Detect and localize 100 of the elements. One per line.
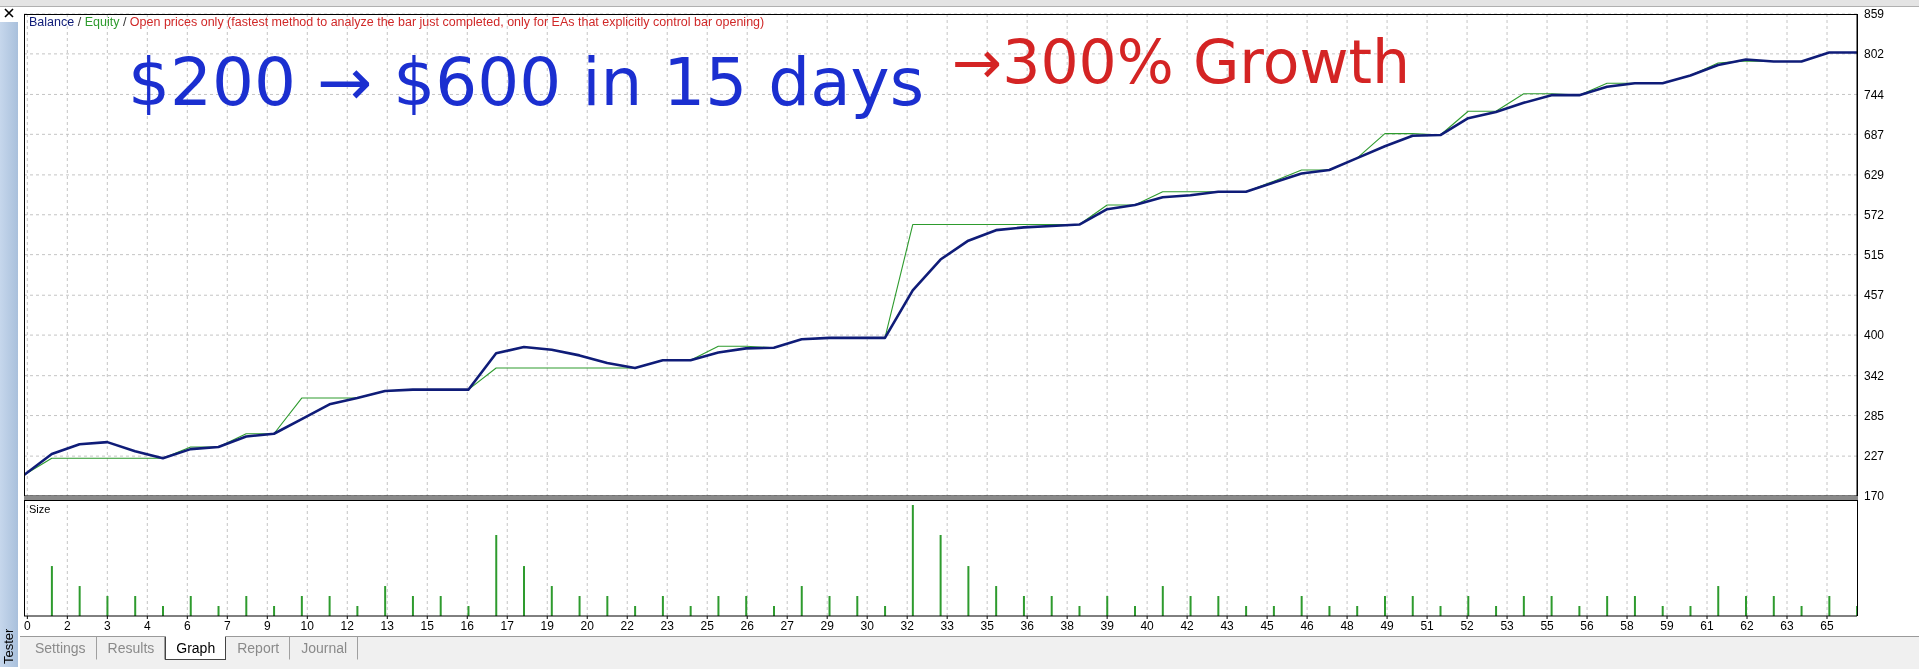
bar [1633, 596, 1636, 616]
x-tick-label: 19 [540, 618, 555, 633]
x-tick-label: 51 [1420, 618, 1435, 633]
bar [1050, 596, 1053, 616]
x-tick-label: 59 [1660, 618, 1675, 633]
x-tick-label: 48 [1340, 618, 1355, 633]
bar [50, 566, 53, 616]
bar [106, 596, 109, 616]
x-tick-label: 13 [380, 618, 395, 633]
x-tick-label: 7 [223, 618, 231, 633]
x-tick-label: 36 [1020, 618, 1035, 633]
tab[interactable]: Report [226, 636, 291, 660]
x-tick-label: 58 [1620, 618, 1635, 633]
bar [439, 596, 442, 616]
bar [1800, 606, 1803, 616]
bar [1134, 606, 1137, 616]
bar [856, 596, 859, 616]
y-tick-label: 515 [1864, 247, 1885, 262]
bar [967, 566, 970, 616]
bar [1022, 596, 1025, 616]
x-tick-label: 61 [1700, 618, 1715, 633]
y-tick-label: 629 [1864, 168, 1885, 183]
bar [134, 596, 137, 616]
y-tick-label: 342 [1864, 368, 1885, 383]
tab[interactable]: Journal [290, 636, 359, 660]
annotation: / [76, 15, 83, 29]
bar [1106, 596, 1109, 616]
bar [1717, 586, 1720, 616]
bar [911, 505, 914, 616]
x-tick-label: 63 [1780, 618, 1795, 633]
bar [1272, 606, 1275, 616]
bar [939, 534, 942, 616]
x-tick-label: 15 [420, 618, 435, 633]
bar [800, 586, 803, 616]
bar [884, 606, 887, 616]
bar [1661, 606, 1664, 616]
annotation: / [121, 15, 128, 29]
y-tick-label: 687 [1864, 127, 1885, 142]
bar [1522, 596, 1525, 616]
bar [1328, 606, 1331, 616]
y-tick-label: 859 [1864, 7, 1885, 22]
x-tick-label: 26 [740, 618, 755, 633]
bar [1745, 596, 1748, 616]
x-tick-label: 27 [780, 618, 795, 633]
x-tick-label: 30 [860, 618, 875, 633]
x-tick-label: 38 [1060, 618, 1075, 633]
x-tick-label: 56 [1580, 618, 1595, 633]
x-tick-label: 22 [620, 618, 635, 633]
annotation: $200 → $600 in 15 days [128, 44, 925, 121]
bar [1078, 606, 1081, 616]
text: Balance [29, 15, 75, 29]
bar [356, 606, 359, 616]
bar [1245, 606, 1248, 616]
bar [550, 586, 553, 616]
x-tick-label: 29 [820, 618, 835, 633]
x-tick-label: 16 [460, 618, 475, 633]
bar [1606, 596, 1609, 616]
y-tick-label: 802 [1864, 47, 1885, 62]
x-tick-label: 2 [63, 618, 71, 633]
x-tick-label: 12 [340, 618, 355, 633]
bar [300, 596, 303, 616]
x-tick-label: 52 [1460, 618, 1475, 633]
bar [78, 586, 81, 616]
x-tick-label: 65 [1820, 618, 1834, 633]
close-icon[interactable] [4, 8, 14, 18]
x-tick-label: 23 [660, 618, 675, 633]
x-tick-label: 40 [1140, 618, 1155, 633]
bar [217, 606, 220, 616]
bar [1189, 596, 1192, 616]
x-tick-label: 20 [580, 618, 595, 633]
chart-subtitle: Open prices only (fastest method to analyze the bar just completed, only for EAs that explicitly control bar opening) [129, 15, 765, 29]
x-tick-label: 0 [23, 618, 31, 633]
bar [606, 596, 609, 616]
bar [1689, 606, 1692, 616]
text: Equity [84, 15, 120, 29]
bar [245, 596, 248, 616]
tab[interactable]: Settings [24, 636, 97, 660]
bar [328, 596, 331, 616]
bar [661, 596, 664, 616]
x-tick-label: 9 [263, 618, 271, 633]
x-tick-label: 43 [1220, 618, 1235, 633]
x-tick-label: 42 [1180, 618, 1195, 633]
x-tick-label: 39 [1100, 618, 1115, 633]
x-tick-label: 25 [700, 618, 715, 633]
chart-title: Size [29, 503, 51, 515]
x-tick-label: 46 [1300, 618, 1315, 633]
y-tick-label: 400 [1864, 328, 1885, 343]
bar [1356, 606, 1359, 616]
x-tick-label: 17 [500, 618, 515, 633]
bar [1467, 596, 1470, 616]
bar [1217, 596, 1220, 616]
annotation: →300% Growth [952, 27, 1411, 97]
x-tick-label: 62 [1740, 618, 1755, 633]
tab[interactable]: Graph [165, 636, 227, 660]
x-tick-label: 3 [103, 618, 111, 633]
x-tick-label: 4 [143, 618, 151, 633]
bar [1439, 606, 1442, 616]
bar [189, 596, 192, 616]
bar [1300, 596, 1303, 616]
x-tick-label: 10 [300, 618, 315, 633]
